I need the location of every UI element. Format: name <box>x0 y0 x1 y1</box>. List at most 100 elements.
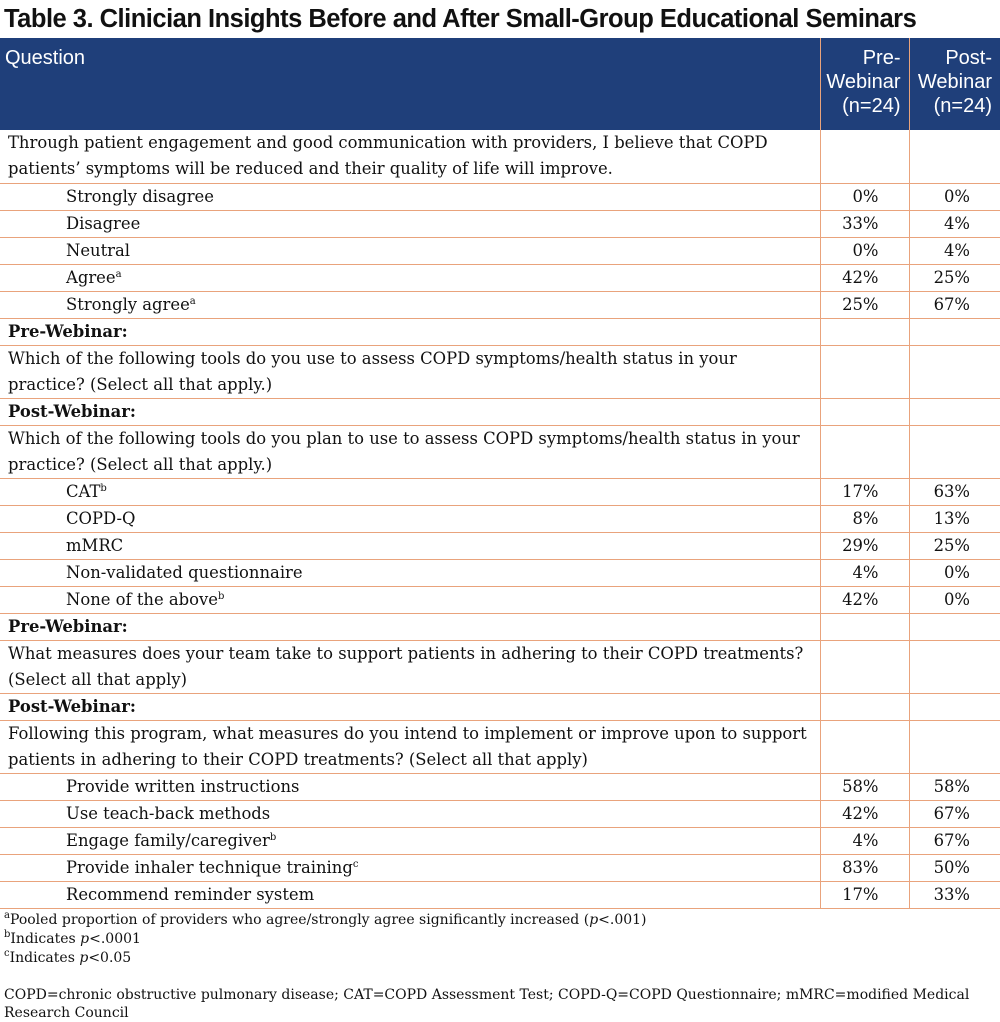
question-column-header: Question <box>0 38 821 130</box>
statistic-symbol: p <box>589 911 599 928</box>
footnote-marker: b <box>217 590 225 602</box>
post-webinar-value: 25% <box>909 532 1000 560</box>
empty-cell <box>820 318 910 346</box>
pre-webinar-value: 42% <box>820 264 910 292</box>
empty-cell <box>820 345 910 399</box>
table-header: Question Pre- Webinar (n=24) Post- Webin… <box>0 38 1000 130</box>
table-row: Disagree 33% 4% <box>0 210 1000 238</box>
footnote-line: bIndicates p<.0001 <box>4 928 1000 949</box>
footnote-marker: a <box>4 909 10 921</box>
response-option: None of the aboveb <box>0 586 821 614</box>
footnote-text: Pooled proportion of providers who agree… <box>9 911 590 928</box>
post-header-line: (n=24) <box>933 95 992 117</box>
footnote-text: <.001) <box>598 911 647 928</box>
question-text: Through patient engagement and good comm… <box>0 130 821 184</box>
pre-webinar-value: 0% <box>820 183 910 211</box>
empty-cell <box>909 425 1000 479</box>
footnote-text: <.0001 <box>89 930 141 947</box>
question-row: Following this program, what measures do… <box>0 720 1000 774</box>
question-row: Which of the following tools do you plan… <box>0 425 1000 479</box>
pre-webinar-value: 42% <box>820 586 910 614</box>
table-row: Strongly disagree 0% 0% <box>0 183 1000 211</box>
footnote-line: aPooled proportion of providers who agre… <box>4 909 1000 930</box>
question-row: Through patient engagement and good comm… <box>0 130 1000 184</box>
pre-webinar-value: 8% <box>820 505 910 533</box>
pre-webinar-value: 17% <box>820 478 910 506</box>
post-webinar-value: 50% <box>909 854 1000 882</box>
table-row: mMRC 29% 25% <box>0 532 1000 560</box>
table-row: Engage family/caregiverb 4% 67% <box>0 827 1000 855</box>
table-body: Through patient engagement and good comm… <box>0 130 1000 909</box>
footnote-marker: a <box>189 295 196 307</box>
post-webinar-value: 67% <box>909 291 1000 319</box>
response-option: Use teach-back methods <box>0 800 821 828</box>
section-heading: Post-Webinar: <box>0 693 821 721</box>
pre-webinar-value: 4% <box>820 827 910 855</box>
section-heading-row: Post-Webinar: <box>0 398 1000 426</box>
response-option-label: COPD-Q <box>66 508 136 528</box>
statistic-symbol: p <box>80 930 90 947</box>
footnote-marker: a <box>115 268 122 280</box>
table-row: Strongly agreea 25% 67% <box>0 291 1000 319</box>
response-option-label: Use teach-back methods <box>66 803 271 823</box>
empty-cell <box>820 613 910 641</box>
response-option: Strongly disagree <box>0 183 821 211</box>
empty-cell <box>909 720 1000 774</box>
response-option: Neutral <box>0 237 821 265</box>
response-option-label: Neutral <box>66 240 131 260</box>
response-option: Disagree <box>0 210 821 238</box>
pre-webinar-value: 29% <box>820 532 910 560</box>
empty-cell <box>820 640 910 694</box>
response-option-label: Engage family/caregiver <box>66 830 270 850</box>
response-option-label: Recommend reminder system <box>66 884 315 904</box>
table-row: None of the aboveb 42% 0% <box>0 586 1000 614</box>
post-webinar-value: 67% <box>909 827 1000 855</box>
footnote-text: Indicates <box>10 930 81 947</box>
section-heading: Post-Webinar: <box>0 398 821 426</box>
response-option-label: mMRC <box>66 535 124 555</box>
response-option-label: Strongly disagree <box>66 186 214 206</box>
response-option-label: CAT <box>66 481 101 501</box>
response-option-label: Provide inhaler technique training <box>66 857 353 877</box>
question-text: Which of the following tools do you use … <box>0 345 821 399</box>
post-header-line: Webinar <box>917 71 992 93</box>
post-webinar-value: 4% <box>909 237 1000 265</box>
post-webinar-value: 33% <box>909 881 1000 909</box>
response-option-label: Disagree <box>66 213 141 233</box>
response-option: Recommend reminder system <box>0 881 821 909</box>
empty-cell <box>909 318 1000 346</box>
empty-cell <box>820 693 910 721</box>
post-webinar-value: 4% <box>909 210 1000 238</box>
section-heading: Pre-Webinar: <box>0 318 821 346</box>
footnote-marker: c <box>4 947 10 959</box>
pre-webinar-value: 17% <box>820 881 910 909</box>
response-option: COPD-Q <box>0 505 821 533</box>
response-option-label: None of the above <box>66 589 218 609</box>
empty-cell <box>909 640 1000 694</box>
pre-webinar-value: 42% <box>820 800 910 828</box>
response-option: Provide inhaler technique trainingc <box>0 854 821 882</box>
post-webinar-value: 0% <box>909 183 1000 211</box>
empty-cell <box>820 720 910 774</box>
pre-header-line: Webinar <box>826 71 901 93</box>
pre-webinar-value: 4% <box>820 559 910 587</box>
footnote-marker: b <box>100 482 107 494</box>
pre-webinar-column-header: Pre- Webinar (n=24) <box>820 38 910 130</box>
empty-cell <box>820 398 910 426</box>
empty-cell <box>909 130 1000 184</box>
empty-cell <box>820 130 910 184</box>
footnote-text: Indicates <box>9 949 80 966</box>
section-heading-row: Pre-Webinar: <box>0 318 1000 346</box>
table-row: Recommend reminder system 17% 33% <box>0 881 1000 909</box>
question-row: Which of the following tools do you use … <box>0 345 1000 399</box>
footnote-marker: c <box>352 858 359 870</box>
empty-cell <box>909 345 1000 399</box>
response-option-label: Agree <box>66 267 116 287</box>
post-webinar-value: 25% <box>909 264 1000 292</box>
footnote-marker: b <box>4 928 11 940</box>
footnote-line: cIndicates p<0.05 <box>4 947 1000 968</box>
empty-cell <box>820 425 910 479</box>
section-heading-row: Post-Webinar: <box>0 693 1000 721</box>
post-webinar-value: 13% <box>909 505 1000 533</box>
post-webinar-value: 67% <box>909 800 1000 828</box>
